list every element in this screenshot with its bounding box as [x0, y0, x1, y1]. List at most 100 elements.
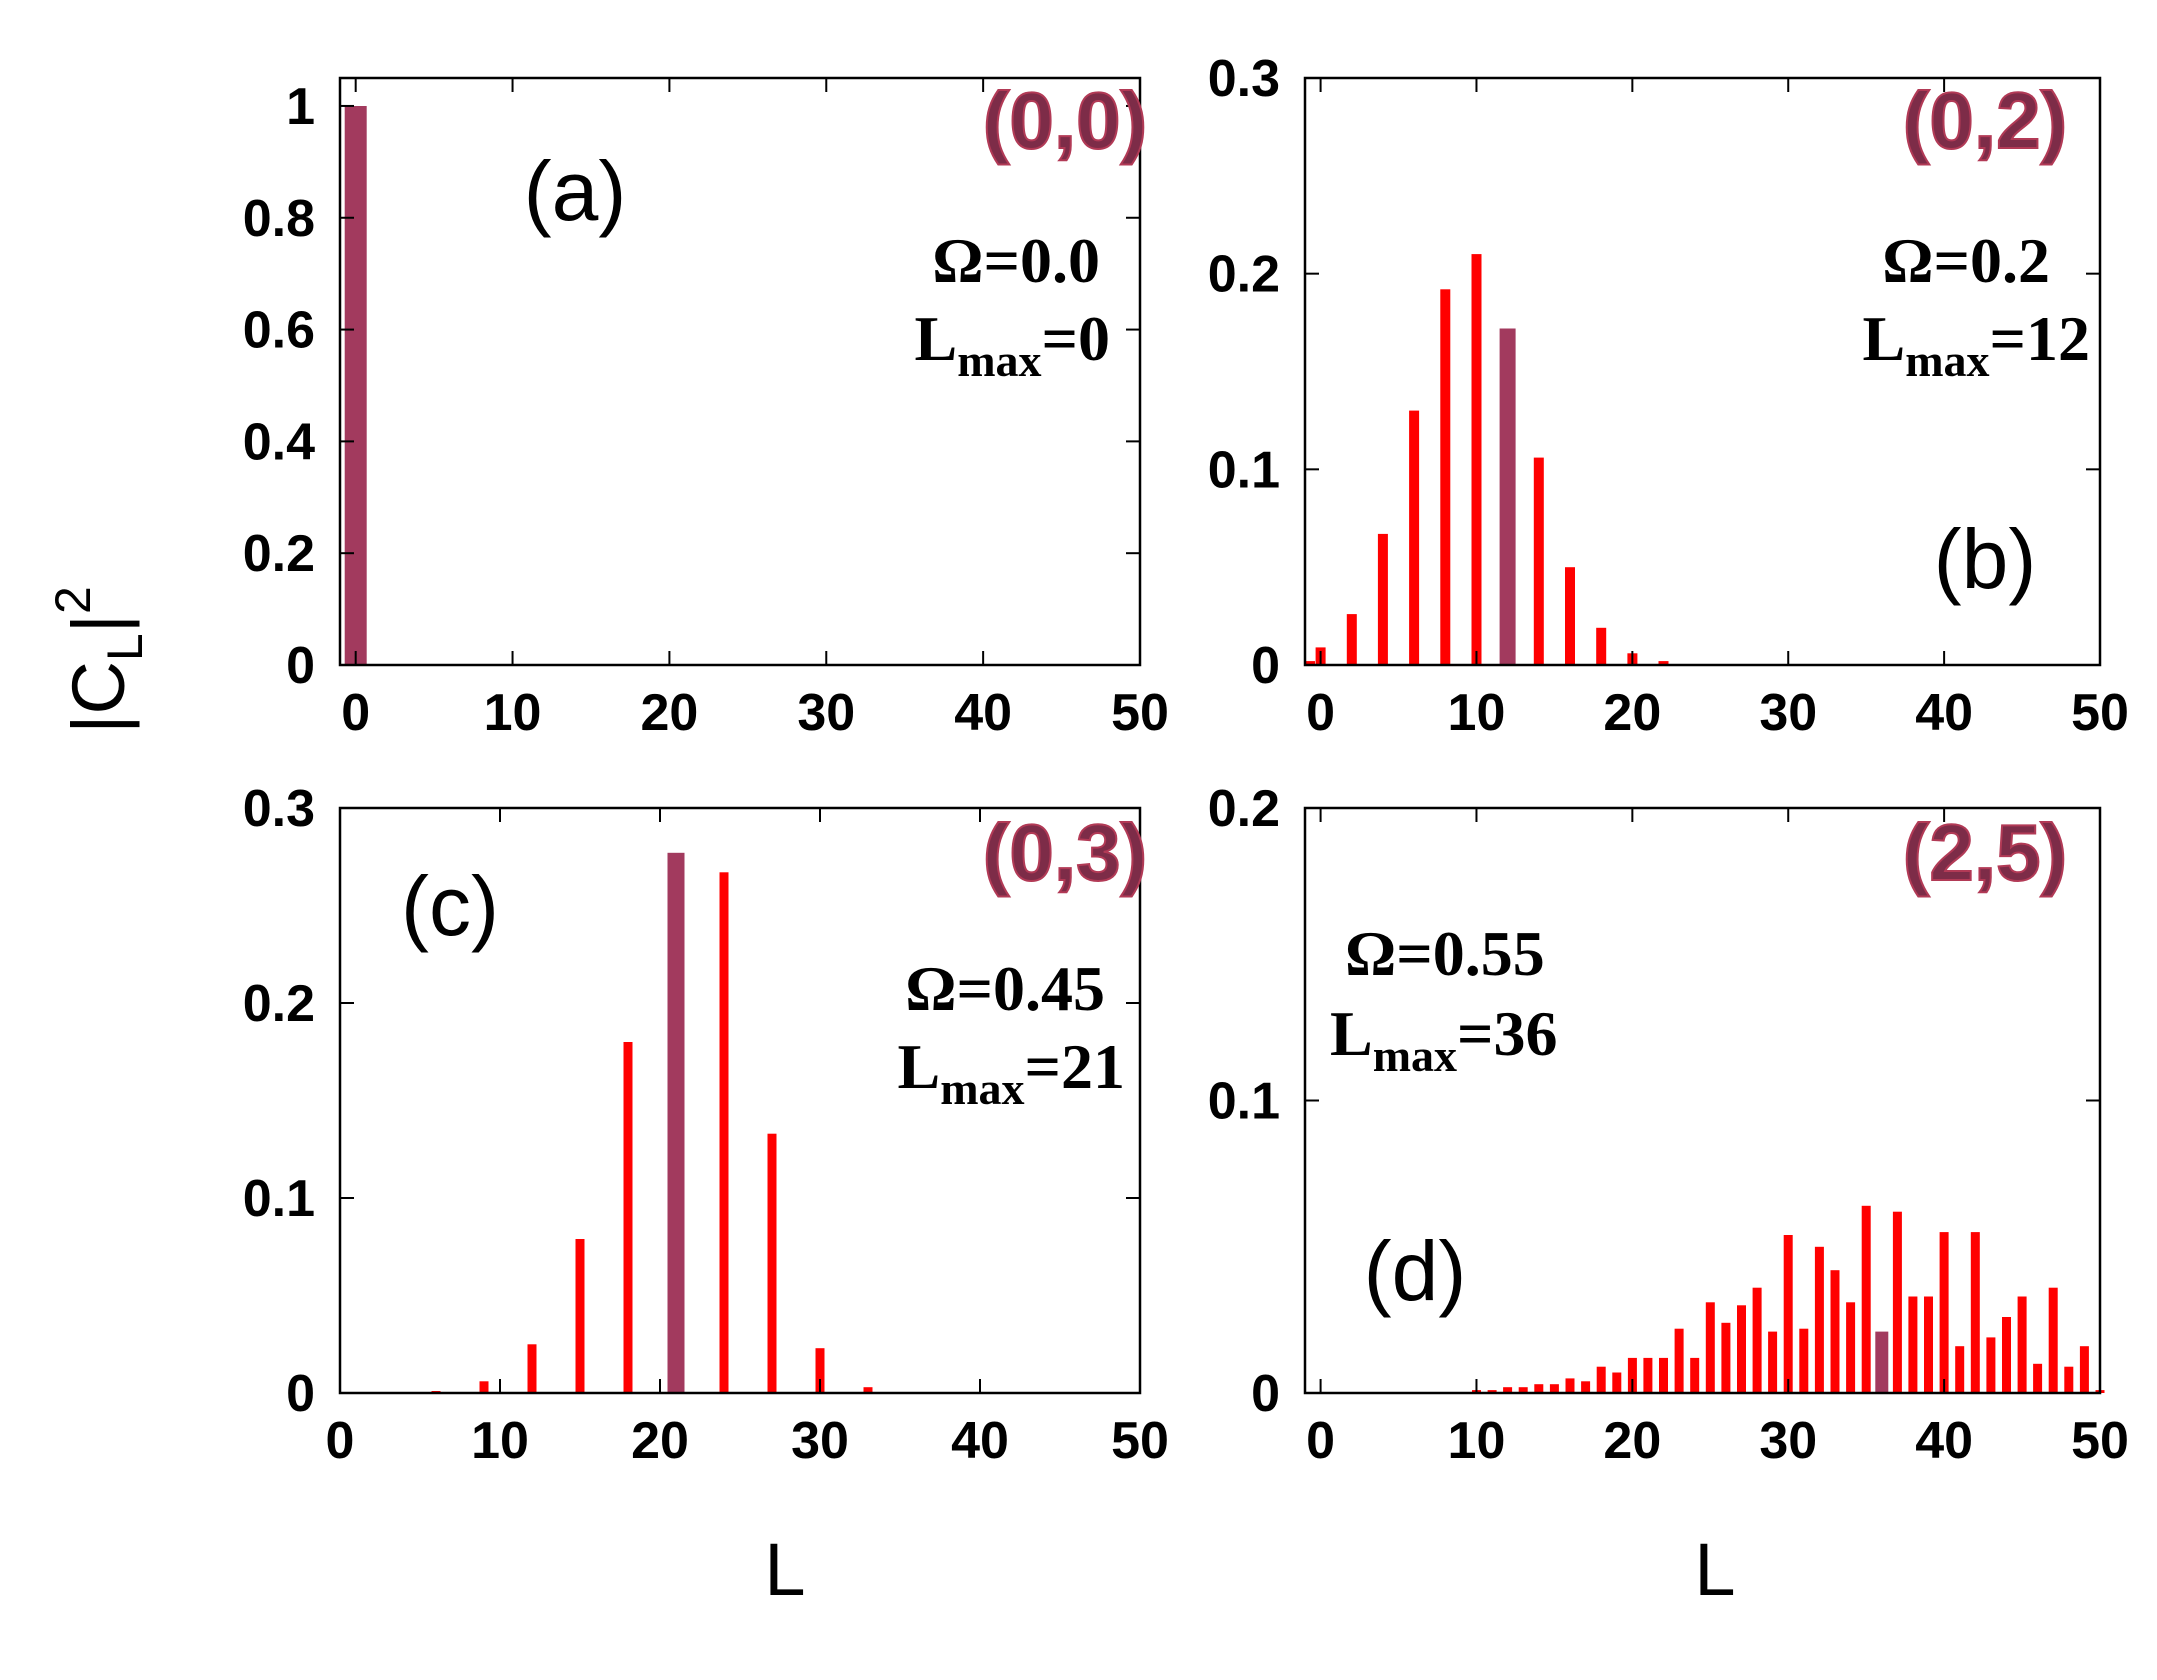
omega-annotation: Ω=0.55 [1345, 918, 1545, 989]
bar-L34 [1846, 1302, 1856, 1393]
bar-L21 [667, 852, 685, 1393]
x-tick-label: 10 [1448, 684, 1506, 742]
x-tick-label: 10 [1448, 1412, 1506, 1470]
x-tick-label: 30 [1759, 1412, 1817, 1470]
omega-annotation: Ω=0.45 [905, 953, 1105, 1024]
bar-L16 [1565, 1378, 1575, 1393]
plot-frame [338, 76, 1142, 667]
bar-L30 [815, 1348, 825, 1393]
state-label: (0,2) [1903, 76, 2068, 165]
bar-L33 [863, 1387, 873, 1393]
bar-L4 [1377, 533, 1388, 665]
lmax-annotation: Lmax=0 [915, 303, 1110, 386]
x-tick-label: 0 [1306, 1412, 1335, 1470]
bar-L49 [2079, 1346, 2089, 1393]
panel-label: (a) [524, 144, 627, 238]
bar-L36 [1875, 1331, 1889, 1393]
bar-L18 [623, 1042, 633, 1393]
bar-L26 [1721, 1322, 1731, 1393]
y-tick-label: 0.8 [243, 190, 315, 248]
bar-L31 [1799, 1328, 1809, 1393]
bar-L32 [1814, 1246, 1824, 1394]
state-label: (2,5) [1903, 808, 2068, 897]
omega-annotation: Ω=0.0 [932, 225, 1100, 296]
x-tick-label: 40 [1915, 1412, 1973, 1470]
plot-frame [1303, 76, 2102, 667]
bar-L28 [1752, 1287, 1762, 1393]
lmax-annotation: Lmax=21 [898, 1031, 1125, 1114]
x-tick-label: 20 [1603, 1412, 1661, 1470]
bar-L48 [2064, 1366, 2074, 1393]
lmax-letter: L [1330, 998, 1373, 1069]
bar-L8 [1440, 289, 1451, 665]
x-tick-label: 20 [631, 1412, 689, 1470]
lmax-subscript: max [1905, 335, 1989, 386]
x-tick-label: 50 [1111, 1412, 1169, 1470]
bar-L27 [1737, 1305, 1746, 1394]
lmax-annotation: Lmax=12 [1863, 303, 2090, 386]
bar-L38 [1908, 1296, 1918, 1393]
lmax-annotation: Lmax=36 [1330, 998, 1557, 1081]
x-tick-label: 40 [954, 684, 1012, 742]
y-axis-label-sup: 2 [45, 586, 101, 614]
panel-label: (b) [1934, 512, 2037, 606]
bar-L14 [1533, 457, 1544, 665]
y-tick-label: 0.2 [1208, 246, 1280, 304]
lmax-value: =36 [1457, 998, 1557, 1069]
bar-L46 [2033, 1363, 2043, 1394]
bar-L35 [1861, 1205, 1871, 1393]
panel-c: 0 10 20 30 40 50 0 0.1 0.2 0.3 (0,3) (c) Ω=0.45Lmax=… [243, 780, 1169, 1470]
bar-L11 [1487, 1390, 1497, 1393]
bar-L23 [1674, 1328, 1684, 1393]
panel-label: (c) [401, 859, 499, 953]
y-tick-label: 0.3 [1208, 50, 1280, 108]
bar-L20 [1627, 1357, 1637, 1393]
x-axis-label-left: L [764, 1528, 805, 1611]
bar-L19 [1612, 1372, 1622, 1393]
y-tick-label: 0.2 [243, 975, 315, 1033]
bar-L44 [2002, 1317, 2011, 1393]
x-tick-label: 30 [797, 684, 855, 742]
bar-L13 [1518, 1387, 1528, 1393]
y-tick-label: 0.3 [243, 780, 315, 838]
bar-L12 [527, 1344, 537, 1394]
panel-d: 0 10 20 30 40 50 0 0.1 0.2 (2,5) (d) Ω=0.55 Lmax=36 [1208, 780, 2129, 1470]
bar-L21 [1643, 1357, 1653, 1393]
bar-L12 [1503, 1387, 1513, 1393]
bar-L41 [1955, 1346, 1965, 1393]
bar-L2 [1346, 614, 1357, 665]
x-tick-label: 50 [1111, 684, 1169, 742]
y-tick-label: 0.1 [1208, 441, 1280, 499]
x-tick-label: 40 [951, 1412, 1009, 1470]
y-axis-label-sub: L [97, 633, 153, 661]
y-tick-label: 0.1 [243, 1170, 315, 1228]
panel-a: 0 10 20 30 40 50 0 0.2 0.4 0.6 0.8 1 (0,0) (a) Ω=0.0Lm… [243, 75, 1169, 742]
bar-L39 [1924, 1296, 1933, 1393]
x-axis-label-right: L [1694, 1528, 1735, 1611]
y-tick-label: 0 [1251, 637, 1280, 695]
lmax-value: =12 [1990, 303, 2090, 374]
panel-label: (d) [1364, 1224, 1467, 1318]
bar-L17 [1581, 1381, 1591, 1393]
bar-L25 [1705, 1302, 1715, 1393]
y-tick-label: 0 [1251, 1365, 1280, 1423]
bar-L40 [1939, 1232, 1949, 1393]
lmax-letter: L [1863, 303, 1906, 374]
x-tick-label: 50 [2071, 1412, 2129, 1470]
x-tick-label: 30 [791, 1412, 849, 1470]
x-tick-label: 0 [326, 1412, 355, 1470]
bar-L27 [767, 1133, 777, 1393]
lmax-subscript: max [940, 1063, 1024, 1114]
lmax-letter: L [898, 1031, 941, 1102]
bar-L10 [1471, 254, 1482, 665]
x-tick-label: 0 [1306, 684, 1335, 742]
bar-L12 [1499, 328, 1516, 665]
omega-annotation: Ω=0.2 [1882, 225, 2050, 296]
bar-L37 [1892, 1211, 1902, 1393]
bar-L16 [1565, 567, 1575, 665]
bar-L24 [719, 872, 729, 1393]
x-tick-label: 30 [1759, 684, 1817, 742]
x-tick-label: 10 [471, 1412, 529, 1470]
panel-b: 0 10 20 30 40 50 0 0.1 0.2 0.3 (0,2) (b) Ω=0.2Lmax=1… [1208, 50, 2129, 742]
